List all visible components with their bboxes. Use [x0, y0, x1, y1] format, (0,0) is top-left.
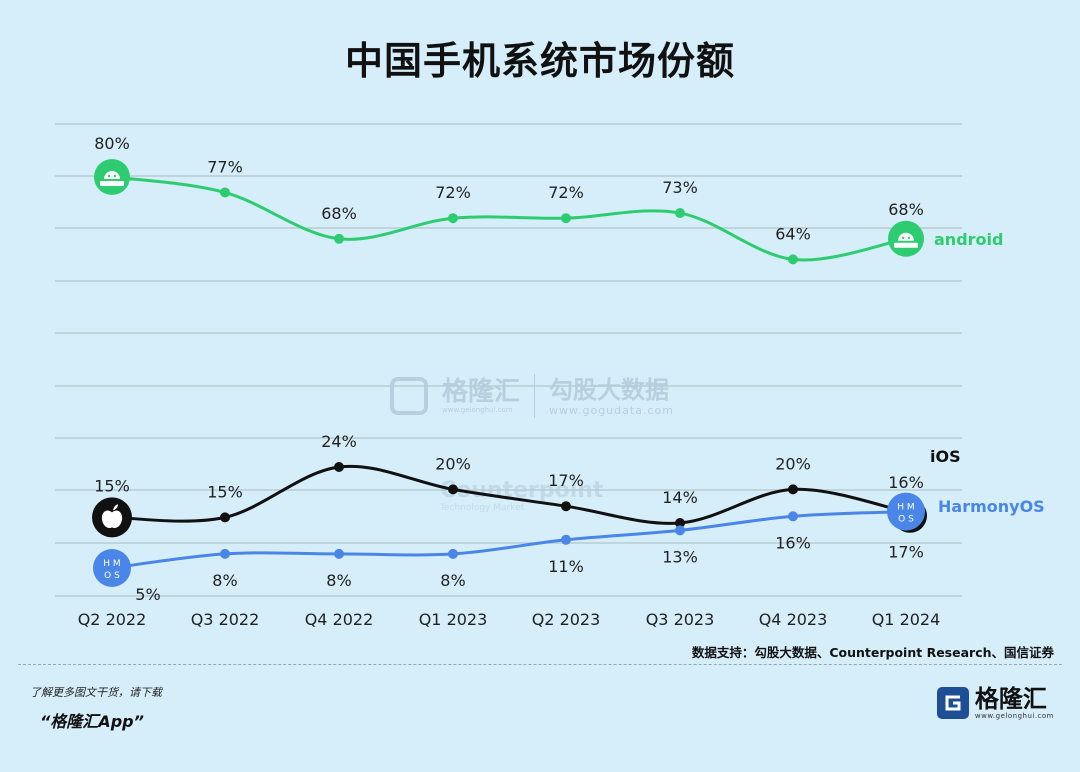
x-tick-label: Q2 2022 — [78, 610, 147, 629]
footer-app-name: “格隆汇App” — [40, 712, 144, 731]
watermark-brand-url: www.gelonghui.com — [442, 406, 513, 414]
x-tick-label: Q3 2022 — [191, 610, 260, 629]
android-point — [561, 213, 571, 224]
legend-android: android — [934, 230, 1003, 249]
hmos-icon: H M O S — [93, 549, 131, 587]
x-tick-label: Q4 2022 — [305, 610, 374, 629]
ios-point — [220, 512, 230, 523]
watermark-data-brand: 勾股大数据 — [549, 375, 670, 404]
harmonyos-point — [448, 548, 458, 559]
ios-data-label: 15% — [207, 482, 243, 501]
x-tick-label: Q4 2023 — [759, 610, 828, 629]
android-icon-head — [104, 171, 120, 179]
android-data-label: 73% — [662, 178, 698, 197]
harmonyos-data-label: 11% — [548, 557, 584, 576]
android-data-label: 68% — [888, 200, 924, 219]
harmonyos-point — [334, 548, 344, 559]
harmonyos-data-label: 16% — [775, 533, 811, 552]
watermark: 格隆汇 www.gelonghui.com 勾股大数据 www.gogudata… — [390, 374, 674, 418]
android-icon-eye — [907, 236, 911, 239]
harmonyos-point — [675, 525, 685, 536]
watermark-brand: 格隆汇 — [442, 377, 521, 407]
source-note: 数据支持：勾股大数据、Counterpoint Research、国信证券 — [691, 645, 1054, 660]
android-data-label: 72% — [548, 183, 584, 202]
x-tick-label: Q2 2023 — [532, 610, 601, 629]
watermark-data-url: www.gogudata.com — [549, 403, 674, 417]
android-icon-eye — [901, 236, 905, 239]
android-point — [675, 208, 685, 219]
android-point — [220, 187, 230, 198]
x-tick-label: Q1 2024 — [872, 610, 941, 629]
brand-name: 格隆汇 — [974, 685, 1047, 713]
harmonyos-data-label: 5% — [135, 585, 160, 604]
ios-point — [561, 501, 571, 512]
android-icon-wordmark-bar — [100, 181, 124, 186]
harmonyos-data-label: 17% — [888, 543, 924, 562]
ios-data-label: 20% — [775, 454, 811, 473]
android-icon-eye — [107, 174, 111, 178]
counterpoint-watermark-sub: Technology Market — [440, 503, 525, 513]
x-tick-label: Q1 2023 — [419, 610, 488, 629]
hmos-icon-text-bottom: O S — [898, 515, 914, 525]
harmonyos-point — [561, 534, 571, 545]
android-point — [788, 254, 798, 265]
android-icon-eye — [113, 174, 117, 178]
android-data-label: 68% — [321, 204, 357, 223]
hmos-icon-text-top: H M — [103, 559, 120, 569]
ios-point — [788, 484, 798, 495]
ios-data-label: 16% — [888, 473, 924, 492]
hmos-icon-text-top: H M — [897, 503, 914, 513]
android-icon — [94, 159, 130, 195]
hmos-icon-text-bottom: O S — [104, 571, 120, 581]
harmonyos-point — [220, 548, 230, 559]
ios-data-label: 14% — [662, 488, 698, 507]
ios-data-label: 17% — [548, 471, 584, 490]
harmonyos-data-label: 8% — [326, 571, 351, 590]
ios-point — [675, 518, 685, 528]
android-icon-head — [898, 232, 914, 241]
hmos-icon: H M O S — [887, 492, 925, 531]
android-icon — [888, 220, 924, 257]
android-data-label: 64% — [775, 224, 811, 243]
android-series-line — [111, 175, 907, 262]
brand-logo: 格隆汇 www.gelonghui.com — [936, 685, 1054, 720]
ios-series-line — [111, 464, 907, 525]
hmos-icon-badge — [887, 492, 925, 531]
ios-point — [448, 484, 458, 495]
ios-data-label: 24% — [321, 432, 357, 451]
footer-divider — [18, 664, 1062, 665]
harmonyos-data-label: 8% — [212, 571, 237, 590]
android-icon-wordmark-bar — [894, 242, 918, 248]
android-data-label: 80% — [94, 134, 130, 153]
harmonyos-data-label: 13% — [662, 547, 698, 566]
chart-title: 中国手机系统市场份额 — [344, 39, 735, 83]
ios-data-label: 20% — [435, 454, 471, 473]
legend-harmonyos: HarmonyOS — [938, 497, 1045, 516]
android-data-label: 77% — [207, 157, 243, 176]
android-point — [448, 213, 458, 224]
apple-icon-leaf — [113, 504, 118, 511]
ios-point — [334, 462, 344, 472]
harmonyos-point — [788, 511, 798, 522]
footer-note: 了解更多图文干货，请下载 — [30, 686, 162, 699]
gelonghui-watermark-logo-icon — [390, 377, 428, 415]
x-tick-label: Q3 2023 — [646, 610, 715, 629]
harmonyos-series-line — [111, 510, 907, 570]
gelonghui-logo-icon — [936, 687, 969, 719]
ios-data-label: 15% — [94, 476, 130, 495]
android-data-label: 72% — [435, 183, 471, 202]
harmonyos-data-label: 8% — [440, 571, 465, 590]
hmos-icon-badge — [93, 549, 131, 587]
legend-ios: iOS — [930, 447, 961, 466]
android-point — [334, 233, 344, 244]
apple-icon-shape — [101, 510, 123, 529]
line-chart: 80% 77% 68% 72% 72% 73% 64% 68% 15% 15% 24% 20% 17% 1… — [55, 123, 1045, 629]
brand-url: www.gelonghui.com — [974, 712, 1054, 720]
apple-icon — [92, 497, 132, 538]
watermark-separator — [534, 374, 536, 418]
